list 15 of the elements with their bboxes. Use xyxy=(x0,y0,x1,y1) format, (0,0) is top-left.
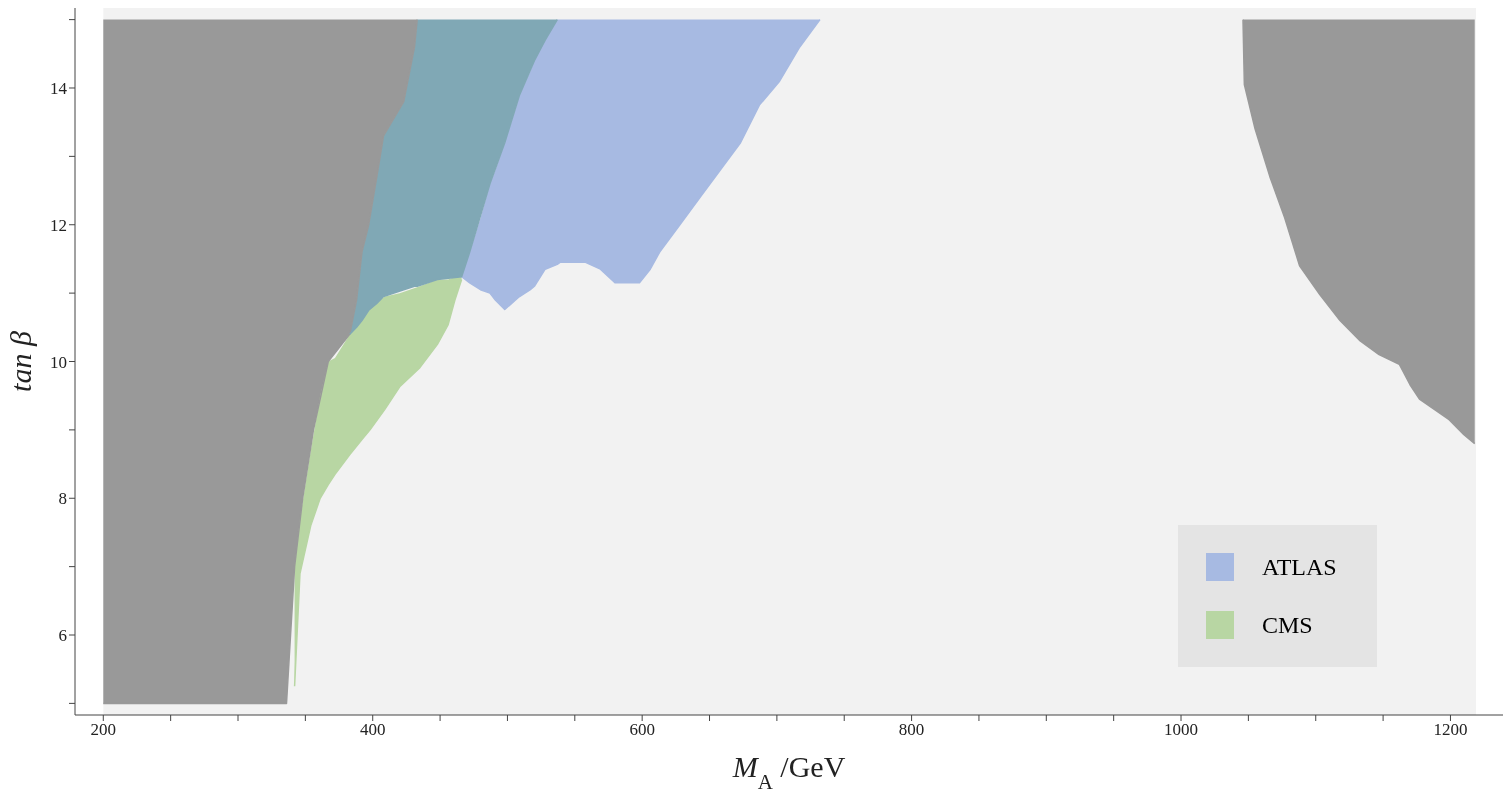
y-tick-label: 12 xyxy=(50,215,67,235)
x-axis-title: M$_{A}$ /GeV xyxy=(731,750,846,789)
x-tick-label: 800 xyxy=(898,720,925,740)
y-tick-label: 8 xyxy=(58,489,67,509)
y-axis-title: tan β xyxy=(3,331,37,392)
y-tick-label: 10 xyxy=(50,352,67,372)
x-tick-label: 400 xyxy=(359,720,386,740)
legend-label: ATLAS xyxy=(1262,553,1337,581)
x-tick-label: 1200 xyxy=(1433,720,1468,740)
x-tick-label: 200 xyxy=(90,720,117,740)
x-tick-label: 1000 xyxy=(1164,720,1199,740)
legend-label: CMS xyxy=(1262,611,1313,639)
y-tick-label: 6 xyxy=(58,626,67,646)
y-tick-label: 14 xyxy=(50,79,68,99)
x-tick-label: 600 xyxy=(629,720,655,740)
